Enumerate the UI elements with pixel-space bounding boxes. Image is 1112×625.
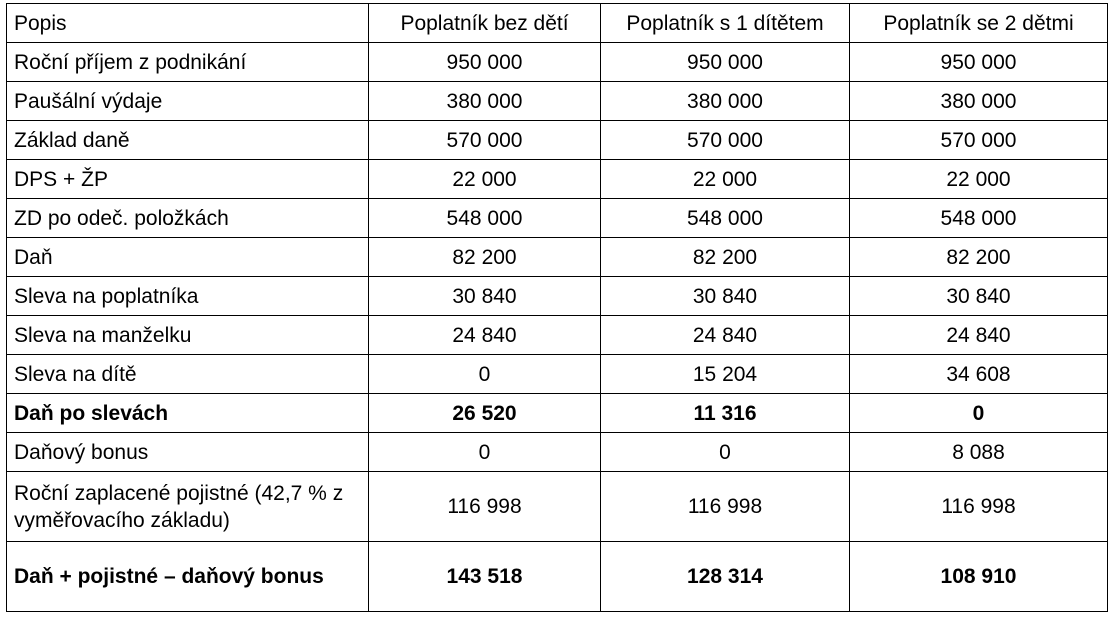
- tax-comparison-table: Popis Poplatník bez dětí Poplatník s 1 d…: [6, 3, 1108, 612]
- row-label: Sleva na poplatníka: [6, 276, 369, 316]
- value-cell: 11 316: [600, 393, 850, 433]
- row-label: ZD po odeč. položkách: [6, 198, 369, 238]
- header-cell-two-children: Poplatník se 2 dětmi: [849, 3, 1108, 43]
- value-cell: 548 000: [368, 198, 601, 238]
- table-row: ZD po odeč. položkách 548 000 548 000 54…: [6, 198, 1108, 238]
- value-cell: 82 200: [849, 237, 1108, 277]
- header-cell-no-children: Poplatník bez dětí: [368, 3, 601, 43]
- value-cell: 0: [849, 393, 1108, 433]
- table-row: Sleva na manželku 24 840 24 840 24 840: [6, 315, 1108, 355]
- row-label: Sleva na dítě: [6, 354, 369, 394]
- row-label: DPS + ŽP: [6, 159, 369, 199]
- row-label: Základ daně: [6, 120, 369, 160]
- table-row: Roční zaplacené pojistné (42,7 % z vyměř…: [6, 471, 1108, 542]
- value-cell: 570 000: [368, 120, 601, 160]
- value-cell: 116 998: [368, 471, 601, 542]
- row-label: Sleva na manželku: [6, 315, 369, 355]
- value-cell: 22 000: [368, 159, 601, 199]
- value-cell: 950 000: [849, 42, 1108, 82]
- row-label: Daňový bonus: [6, 432, 369, 472]
- value-cell: 8 088: [849, 432, 1108, 472]
- value-cell: 380 000: [368, 81, 601, 121]
- table-row: Roční příjem z podnikání 950 000 950 000…: [6, 42, 1108, 82]
- value-cell: 22 000: [849, 159, 1108, 199]
- value-cell: 380 000: [600, 81, 850, 121]
- table-header-row: Popis Poplatník bez dětí Poplatník s 1 d…: [6, 3, 1108, 43]
- row-label: Daň po slevách: [6, 393, 369, 433]
- value-cell: 0: [368, 432, 601, 472]
- value-cell: 24 840: [849, 315, 1108, 355]
- row-label: Paušální výdaje: [6, 81, 369, 121]
- value-cell: 570 000: [600, 120, 850, 160]
- table-row: DPS + ŽP 22 000 22 000 22 000: [6, 159, 1108, 199]
- value-cell: 30 840: [368, 276, 601, 316]
- value-cell: 950 000: [368, 42, 601, 82]
- value-cell: 15 204: [600, 354, 850, 394]
- value-cell: 116 998: [600, 471, 850, 542]
- value-cell: 548 000: [600, 198, 850, 238]
- table-row: Paušální výdaje 380 000 380 000 380 000: [6, 81, 1108, 121]
- value-cell: 30 840: [600, 276, 850, 316]
- value-cell: 34 608: [849, 354, 1108, 394]
- value-cell: 22 000: [600, 159, 850, 199]
- header-cell-description: Popis: [6, 3, 369, 43]
- table-row: Základ daně 570 000 570 000 570 000: [6, 120, 1108, 160]
- value-cell: 128 314: [600, 541, 850, 612]
- table-row: Sleva na dítě 0 15 204 34 608: [6, 354, 1108, 394]
- value-cell: 143 518: [368, 541, 601, 612]
- value-cell: 82 200: [368, 237, 601, 277]
- row-label: Daň: [6, 237, 369, 277]
- value-cell: 24 840: [600, 315, 850, 355]
- value-cell: 108 910: [849, 541, 1108, 612]
- table-row-grand-total: Daň + pojistné – daňový bonus 143 518 12…: [6, 541, 1108, 612]
- value-cell: 30 840: [849, 276, 1108, 316]
- row-label: Daň + pojistné – daňový bonus: [6, 541, 369, 612]
- value-cell: 82 200: [600, 237, 850, 277]
- value-cell: 0: [600, 432, 850, 472]
- row-label: Roční zaplacené pojistné (42,7 % z vyměř…: [6, 471, 369, 542]
- value-cell: 950 000: [600, 42, 850, 82]
- value-cell: 380 000: [849, 81, 1108, 121]
- table-row: Daňový bonus 0 0 8 088: [6, 432, 1108, 472]
- table-row: Sleva na poplatníka 30 840 30 840 30 840: [6, 276, 1108, 316]
- table-row-total-after-discounts: Daň po slevách 26 520 11 316 0: [6, 393, 1108, 433]
- value-cell: 24 840: [368, 315, 601, 355]
- value-cell: 0: [368, 354, 601, 394]
- header-cell-one-child: Poplatník s 1 dítětem: [600, 3, 850, 43]
- row-label: Roční příjem z podnikání: [6, 42, 369, 82]
- table-row: Daň 82 200 82 200 82 200: [6, 237, 1108, 277]
- value-cell: 570 000: [849, 120, 1108, 160]
- value-cell: 26 520: [368, 393, 601, 433]
- value-cell: 116 998: [849, 471, 1108, 542]
- value-cell: 548 000: [849, 198, 1108, 238]
